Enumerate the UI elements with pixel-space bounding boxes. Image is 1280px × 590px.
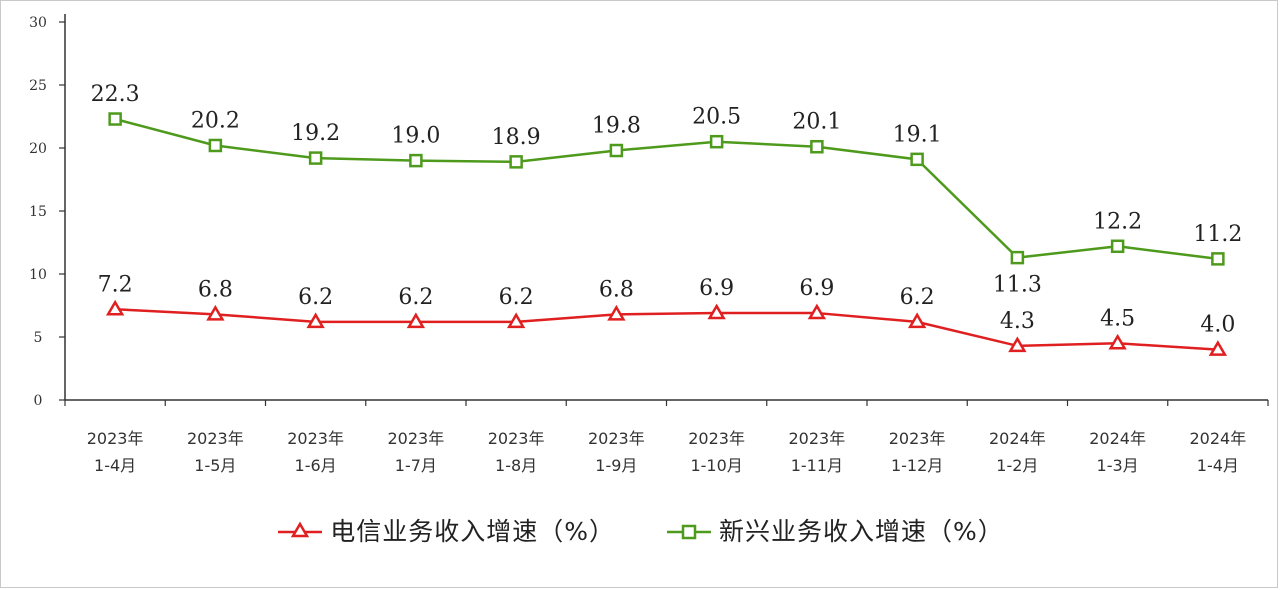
data-point-emerging xyxy=(208,138,223,153)
data-label: 6.8 xyxy=(599,277,634,302)
data-label: 18.9 xyxy=(492,125,541,150)
data-label: 20.5 xyxy=(692,105,741,130)
x-tick-label: 2023年 xyxy=(789,429,846,448)
x-tick-label: 1-8月 xyxy=(495,456,537,475)
legend: 电信业务收入增速（%） 新兴业务收入增速（%） xyxy=(0,508,1280,552)
data-point-emerging xyxy=(308,151,323,165)
data-label: 19.1 xyxy=(893,122,942,147)
x-tick-label: 1-10月 xyxy=(690,456,742,475)
data-label: 12.2 xyxy=(1093,209,1142,234)
data-point-emerging xyxy=(1110,239,1125,254)
x-tick-label: 2023年 xyxy=(588,429,645,448)
data-point-telecom xyxy=(206,304,225,321)
x-tick-label: 1-5月 xyxy=(194,456,236,475)
x-tick-label: 2023年 xyxy=(87,429,144,448)
data-label: 11.2 xyxy=(1193,222,1242,247)
data-label: 4.0 xyxy=(1200,313,1235,338)
data-label: 4.5 xyxy=(1100,306,1135,331)
data-point-telecom xyxy=(1208,340,1228,356)
data-label: 6.9 xyxy=(799,276,834,301)
data-point-telecom xyxy=(907,312,927,329)
data-label: 19.0 xyxy=(391,124,440,149)
data-label: 19.8 xyxy=(592,114,641,139)
data-label: 6.2 xyxy=(499,285,534,310)
data-label: 6.8 xyxy=(198,277,233,302)
data-point-telecom xyxy=(1108,333,1127,350)
data-point-emerging xyxy=(709,134,724,149)
data-point-emerging xyxy=(1211,252,1225,266)
data-label: 22.3 xyxy=(91,82,140,107)
y-tick-label: 20 xyxy=(29,141,47,157)
data-point-emerging xyxy=(1010,250,1025,265)
x-tick-label: 2024年 xyxy=(1089,429,1146,448)
triangle-marker-icon xyxy=(278,521,323,538)
x-tick-label: 2024年 xyxy=(989,429,1046,448)
data-label: 20.2 xyxy=(191,108,240,133)
data-label: 6.2 xyxy=(900,285,935,310)
data-label: 7.2 xyxy=(98,272,133,297)
data-label: 20.1 xyxy=(792,110,841,135)
x-tick-label: 1-9月 xyxy=(595,456,637,475)
data-label: 6.2 xyxy=(398,285,433,310)
data-point-emerging xyxy=(910,152,924,167)
data-point-telecom xyxy=(1008,336,1027,353)
x-tick-label: 1-7月 xyxy=(395,456,437,475)
x-tick-label: 1-6月 xyxy=(295,456,337,475)
data-point-telecom xyxy=(406,312,426,329)
x-tick-label: 1-11月 xyxy=(791,456,843,475)
x-tick-label: 2023年 xyxy=(889,429,946,448)
data-label: 19.2 xyxy=(291,121,340,146)
x-tick-label: 1-4月 xyxy=(1197,456,1239,475)
data-point-telecom xyxy=(607,304,626,321)
data-point-emerging xyxy=(509,155,523,169)
x-tick-label: 1-12月 xyxy=(891,456,943,475)
x-tick-label: 1-3月 xyxy=(1097,456,1139,475)
y-tick-label: 15 xyxy=(29,204,47,220)
square-marker-icon xyxy=(667,524,711,540)
data-point-emerging xyxy=(609,143,624,158)
x-tick-label: 2024年 xyxy=(1190,429,1247,448)
data-label: 4.3 xyxy=(1000,309,1035,334)
x-tick-label: 2023年 xyxy=(488,429,545,448)
legend-label-telecom: 电信业务收入增速（%） xyxy=(330,517,615,546)
data-point-telecom xyxy=(807,303,827,320)
data-point-emerging xyxy=(108,112,122,126)
series-line-telecom xyxy=(115,308,1218,351)
y-tick-label: 30 xyxy=(29,15,47,31)
data-point-telecom xyxy=(506,312,526,329)
line-chart: 0 5 10 15 20 25 30 2023年 1-4月 2023年 1-5月 2023年 1-6月 2… xyxy=(29,14,1269,475)
y-tick-label: 10 xyxy=(29,267,47,283)
x-tick-label: 1-2月 xyxy=(996,456,1038,475)
legend-item-emerging: 新兴业务收入增速（%） xyxy=(665,512,1004,548)
x-tick-label: 2023年 xyxy=(688,429,745,448)
data-point-emerging xyxy=(810,139,824,154)
y-tick-label: 25 xyxy=(29,78,47,94)
data-label: 11.3 xyxy=(993,273,1042,298)
legend-label-emerging: 新兴业务收入增速（%） xyxy=(719,517,1004,546)
y-tick-label: 0 xyxy=(34,393,43,409)
x-tick-label: 1-4月 xyxy=(94,456,136,475)
y-tick-label: 5 xyxy=(34,330,43,346)
x-tick-label: 2023年 xyxy=(187,429,244,448)
data-point-emerging xyxy=(409,153,423,168)
x-tick-label: 2023年 xyxy=(388,429,445,448)
data-point-telecom xyxy=(105,299,125,316)
data-label: 6.2 xyxy=(298,285,333,310)
data-point-telecom xyxy=(306,312,325,329)
data-label: 6.9 xyxy=(699,276,734,301)
series-line-emerging xyxy=(114,117,1219,261)
legend-item-telecom: 电信业务收入增速（%） xyxy=(276,512,615,548)
data-point-telecom xyxy=(707,303,726,320)
x-tick-label: 2023年 xyxy=(287,429,344,448)
